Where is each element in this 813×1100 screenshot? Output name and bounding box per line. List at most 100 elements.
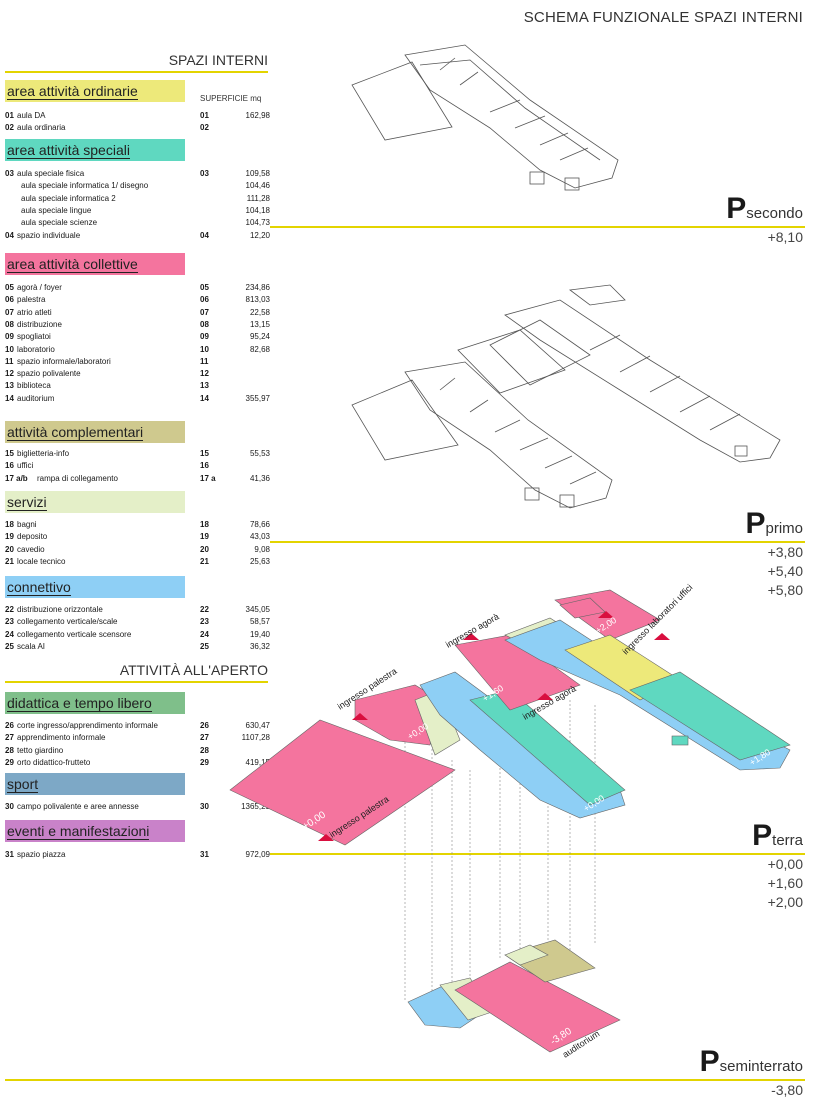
row-label: laboratorio [17, 344, 55, 354]
floor-name: seminterrato [719, 1058, 803, 1075]
row-label: spogliatoi [17, 332, 51, 342]
row-number: 26 [5, 721, 14, 730]
legend-row: 04 spazio individuale 04 12,20 [5, 230, 270, 242]
row-ref-number: 23 [200, 617, 209, 627]
elevation-value: -3,80 [771, 1082, 803, 1098]
row-ref-number: 10 [200, 344, 209, 354]
legend-row: 02 aula ordinaria 02 [5, 122, 270, 134]
row-number: 18 [5, 520, 14, 529]
category-eventi: eventi e manifestazioni [5, 820, 185, 842]
floor-letter: P [699, 1045, 720, 1078]
floor-elevations: -3,80 [771, 1081, 803, 1100]
category-title: area attività collettive [7, 256, 138, 273]
row-ref-number: 08 [200, 319, 209, 329]
legend-row: 16 uffici 16 [5, 460, 270, 472]
row-label: apprendimento informale [17, 733, 106, 743]
floor-divider [270, 226, 805, 228]
row-label: bagni [17, 520, 37, 529]
row-number: 16 [5, 461, 14, 471]
row-ref-number: 21 [200, 556, 209, 566]
row-label: distribuzione orizzontale [17, 605, 103, 614]
row-area-value: 104,18 [245, 205, 270, 215]
section-header-attivita-aperto: ATTIVITÀ ALL'APERTO [5, 662, 268, 683]
legend-row: 30 campo polivalente e aree annesse 30 1365… [5, 801, 270, 813]
legend-row: 11 spazio informale/laboratori 11 [5, 356, 270, 368]
floor-name: secondo [746, 205, 803, 222]
page-title: SCHEMA FUNZIONALE SPAZI INTERNI [523, 9, 803, 26]
row-number: 22 [5, 605, 14, 614]
row-label: aula speciale fisica [17, 169, 85, 178]
row-number: 21 [5, 556, 14, 566]
row-label: collegamento verticale/scale [17, 617, 118, 627]
elevation-value: +5,80 [767, 582, 803, 598]
floor-elevations: +8,10 [768, 228, 803, 247]
floor-letter: P [752, 819, 773, 852]
row-area-value: 630,47 [245, 721, 270, 730]
row-label: locale tecnico [17, 556, 66, 566]
row-area-value: 25,63 [249, 556, 270, 566]
row-area-value: 1107,28 [241, 733, 270, 743]
row-ref-number: 19 [200, 532, 209, 542]
legend-row: 19 deposito 19 43,03 [5, 531, 270, 543]
floor-label-seminterrato: Pseminterrato [700, 1047, 803, 1077]
row-ref-number: 02 [200, 123, 209, 133]
legend-row: 12 spazio polivalente 12 [5, 368, 270, 380]
legend-row: aula speciale scienze 104,73 [5, 217, 270, 229]
row-number: 13 [5, 381, 14, 391]
floor-elevations: +3,80 +5,40 +5,80 [768, 543, 803, 600]
row-area-value: 19,40 [249, 629, 270, 639]
row-number: 24 [5, 629, 14, 639]
category-title: servizi [7, 494, 47, 511]
row-area-value: 972,09 [245, 850, 270, 859]
row-area-value: 12,20 [249, 230, 270, 240]
legend-row: 13 biblioteca 13 [5, 380, 270, 392]
row-area-value: 9,08 [254, 544, 270, 554]
row-label: spazio informale/laboratori [17, 356, 111, 366]
row-area-value: 41,36 [249, 473, 270, 483]
row-number: 23 [5, 617, 14, 627]
row-area-value: 58,57 [249, 617, 270, 627]
row-area-value: 36,32 [249, 641, 270, 651]
row-number: 02 [5, 123, 14, 133]
row-number: 04 [5, 230, 14, 240]
row-number: 10 [5, 344, 14, 354]
row-label: agorà / foyer [17, 283, 62, 292]
legend-row: 01 aula DA 01 162,98 [5, 110, 270, 122]
floor-letter: P [726, 192, 747, 225]
row-label: aula speciale scienze [21, 218, 98, 228]
row-label: biblioteca [17, 381, 51, 391]
legend-row: aula speciale lingue 104,18 [5, 205, 270, 217]
floor-divider [270, 853, 805, 855]
row-ref-number: 30 [200, 802, 209, 811]
row-ref-number: 09 [200, 332, 209, 342]
row-ref-number: 07 [200, 307, 209, 317]
category-connettivo: connettivo [5, 576, 185, 598]
category-speciali: area attività speciali [5, 139, 185, 161]
row-label: palestra [17, 295, 46, 305]
row-number: 07 [5, 307, 14, 317]
row-label: distribuzione [17, 319, 62, 329]
legend-row: 25 scala AI 25 36,32 [5, 641, 270, 653]
row-area-value: 355,97 [245, 393, 270, 403]
row-area-value: 162,98 [245, 111, 270, 120]
row-number: 19 [5, 532, 14, 542]
row-number: 20 [5, 544, 14, 554]
category-didattica: didattica e tempo libero [5, 692, 185, 714]
row-label: biglietteria-info [17, 449, 70, 458]
row-area-value: 95,24 [249, 332, 270, 342]
floor-label-terra: Pterra [752, 821, 803, 851]
plan-secondo [351, 44, 619, 191]
category-ordinarie: area attività ordinarie [5, 80, 185, 102]
legend-row: 18 bagni 18 78,66 [5, 519, 270, 531]
row-number: 12 [5, 369, 14, 379]
row-ref-number: 11 [200, 356, 209, 366]
row-ref-number: 27 [200, 733, 209, 743]
category-title: didattica e tempo libero [7, 695, 152, 712]
plan-seminterrato [407, 939, 621, 1053]
legend-row: 26 corte ingresso/apprendimento informale… [5, 720, 270, 732]
row-label: aula DA [17, 111, 46, 120]
legend-row: 28 tetto giardino 28 [5, 745, 270, 757]
row-ref-number: 03 [200, 169, 209, 178]
floor-divider [5, 1079, 805, 1081]
legend-row: 14 auditorium 14 355,97 [5, 393, 270, 405]
